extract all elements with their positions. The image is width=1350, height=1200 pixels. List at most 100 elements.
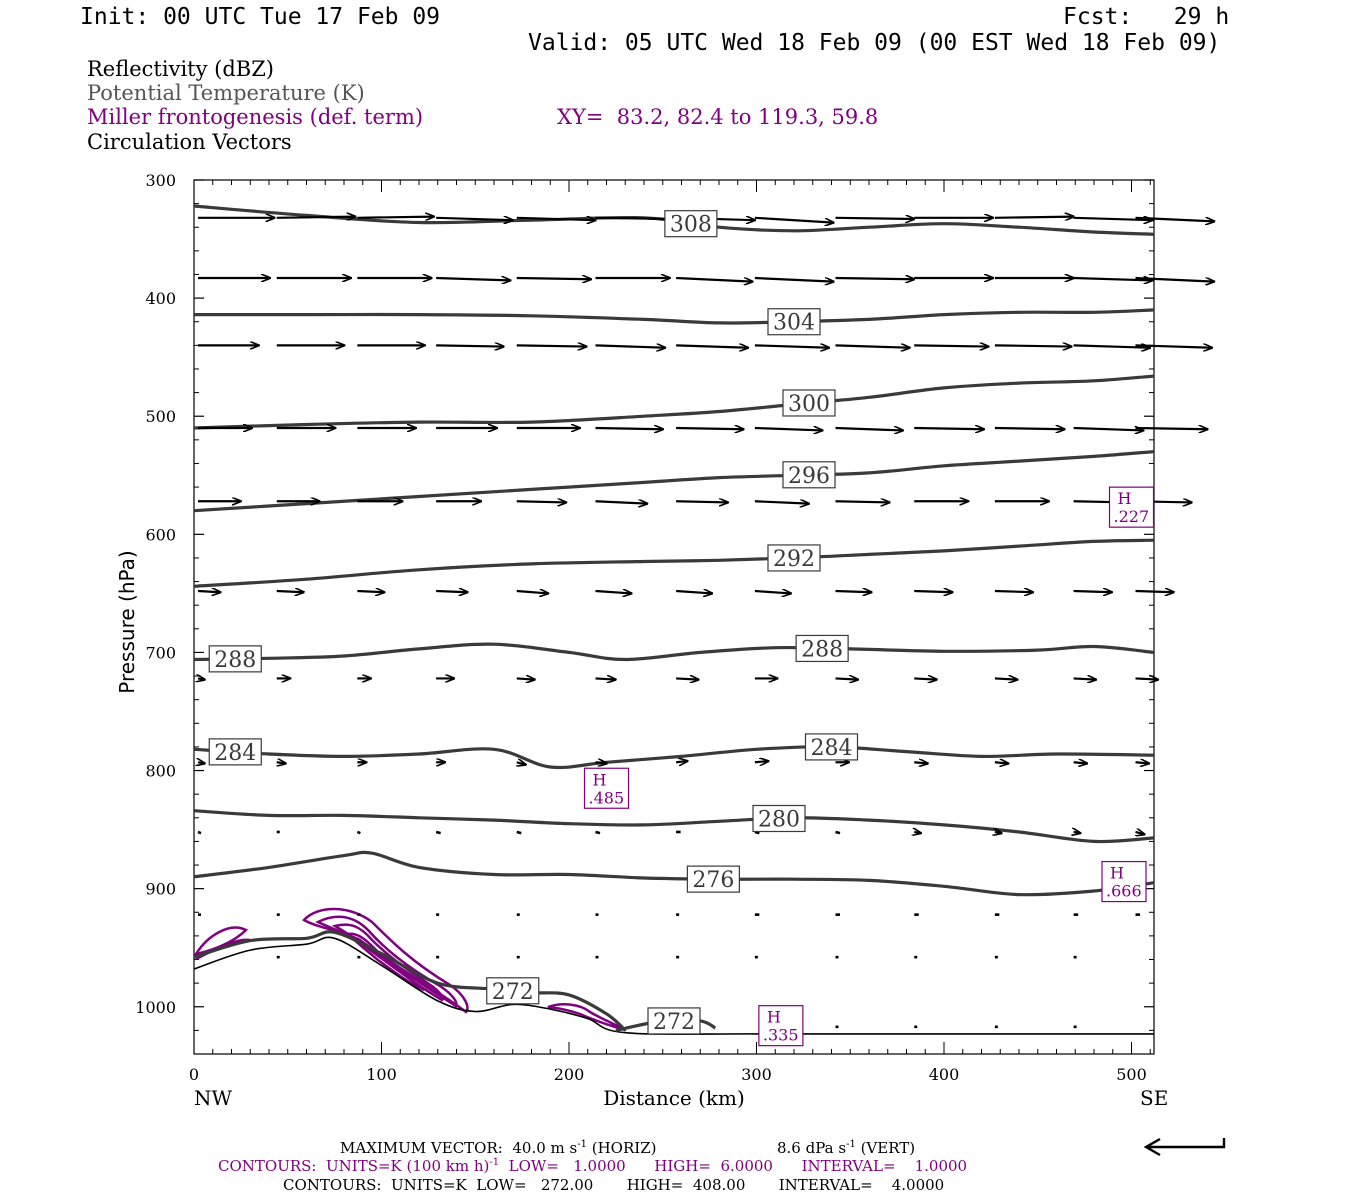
circulation-vector: [754, 501, 809, 503]
legend-theta: Potential Temperature (K): [87, 81, 365, 105]
isentrope-label-text: 300: [788, 392, 830, 417]
isentrope-line: [193, 745, 1155, 770]
circulation-vector: [676, 678, 699, 679]
isentrope-label: 288: [795, 634, 849, 663]
circulation-vector: [595, 345, 666, 347]
isentrope-labels: 308 304 300 296 292 288 288 284 284 280 276 272 272: [208, 210, 859, 1035]
isentrope-label-text: 288: [214, 648, 256, 673]
circulation-vector: [835, 428, 904, 430]
footer-theta-contours: CONTOURS: UNITS=K LOW= 272.00 HIGH= 408.…: [283, 1176, 945, 1194]
isentrope-label-text: 276: [692, 868, 734, 893]
isentrope-label-text: 284: [214, 741, 256, 766]
circulation-vector: [1073, 345, 1151, 347]
frontogenesis-max: H.227: [1108, 486, 1155, 528]
isentrope-label-box: [795, 634, 849, 663]
circulation-vector: [835, 830, 841, 835]
circulation-vector: [1073, 428, 1144, 430]
isentrope-label-text: 284: [811, 736, 853, 761]
isentrope-label-box: [767, 544, 821, 572]
frontogenesis-max-label: H: [1110, 864, 1124, 883]
circulation-vector: [198, 762, 205, 763]
axis-ticks: [193, 179, 1154, 1055]
isentrope-label-text: 288: [801, 637, 843, 662]
y-tick-label: 700: [145, 643, 176, 662]
circulation-vector: [914, 591, 952, 592]
circulation-vector: [435, 830, 441, 835]
circulation-vector: [516, 591, 549, 593]
circulation-vector: [516, 218, 596, 220]
circulation-vector: [1073, 762, 1088, 763]
circulation-vector: [357, 217, 434, 218]
y-tick-label: 900: [145, 880, 176, 899]
circulation-vectors: [197, 216, 1214, 1029]
isentrope-label-box: [782, 389, 836, 417]
circulation-vector: [914, 678, 937, 679]
circulation-vector: [835, 278, 915, 279]
circulation-vector: [676, 761, 687, 762]
circulation-vector: [754, 428, 823, 430]
circulation-vector: [676, 501, 728, 502]
circulation-vector: [276, 217, 356, 218]
isentrope-label-box: [686, 865, 740, 893]
y-tick-label: 300: [145, 171, 176, 190]
isentrope-label-text: 280: [758, 807, 800, 832]
circulation-vector: [1136, 832, 1145, 834]
frontogenesis-max-label: H: [1118, 489, 1132, 508]
max-vector-h: (HORIZ): [586, 1139, 657, 1157]
isentrope-label-box: [486, 977, 540, 1005]
circulation-vector: [835, 218, 915, 219]
plot-frame: [193, 179, 1155, 1055]
circulation-vector: [914, 428, 984, 429]
circulation-vector: [754, 591, 791, 593]
circulation-vector: [277, 762, 286, 763]
circulation-vector: [914, 762, 928, 763]
isentrope-label-box: [782, 461, 836, 489]
circulation-vector: [356, 830, 361, 835]
circulation-vector: [835, 591, 872, 592]
y-tick-label: 800: [145, 762, 176, 781]
circulation-vector: [994, 591, 1033, 592]
isentrope-line: [193, 930, 627, 1032]
isentrope-label-text: 272: [492, 980, 534, 1005]
legend-xy: XY= 83.2, 82.4 to 119.3, 59.8: [557, 105, 879, 129]
max-vector-text: MAXIMUM VECTOR: 40.0 m s: [340, 1139, 578, 1157]
fg-contours-a: CONTOURS: UNITS=K (100 km h): [218, 1157, 490, 1175]
circulation-vector: [436, 345, 504, 346]
circulation-vector: [676, 345, 748, 347]
isentrope-label: 284: [208, 738, 262, 766]
tick-labels: 300 400 500 600 700 800 900 1000 0 100 200 300 400 50…: [135, 171, 1146, 1084]
circulation-vector: [436, 278, 510, 280]
circulation-vector: [914, 345, 988, 346]
reference-vector-arrow: [1143, 1137, 1226, 1157]
circulation-vector: [754, 216, 834, 223]
circulation-vector: [595, 218, 675, 219]
legend-reflectivity: Reflectivity (dBZ): [87, 57, 275, 81]
valid-time: Valid: 05 UTC Wed 18 Feb 09 (00 EST Wed …: [528, 30, 1221, 56]
isentrope-line: [193, 450, 1155, 513]
circulation-vector: [835, 345, 910, 347]
circulation-vector: [517, 762, 526, 764]
isentrope-label: 272: [486, 977, 540, 1005]
isentropes: [193, 204, 1155, 1032]
isentrope-line: [193, 308, 1155, 325]
circulation-vector: [595, 678, 616, 679]
circulation-vector: [1135, 345, 1213, 347]
legend-frontogenesis: Miller frontogenesis (def. term): [87, 105, 424, 129]
circulation-vector: [754, 830, 760, 835]
isentrope-label: 276: [686, 865, 740, 893]
x-tick-label: 100: [366, 1065, 397, 1084]
max-vert-text: 8.6 dPa s: [777, 1139, 847, 1157]
isentrope-label-box: [804, 733, 859, 761]
circulation-vector: [995, 832, 1002, 833]
isentrope-label-text: 308: [670, 213, 712, 238]
isentrope-line: [193, 538, 1155, 588]
circulation-vector: [197, 591, 221, 592]
x-axis-title: Distance (km): [603, 1086, 745, 1110]
circulation-vector: [676, 276, 753, 282]
frontogenesis-max-box: [1108, 486, 1155, 528]
isentrope-label-box: [208, 645, 262, 673]
circulation-vector: [516, 345, 587, 346]
circulation-vector: [1135, 762, 1150, 763]
